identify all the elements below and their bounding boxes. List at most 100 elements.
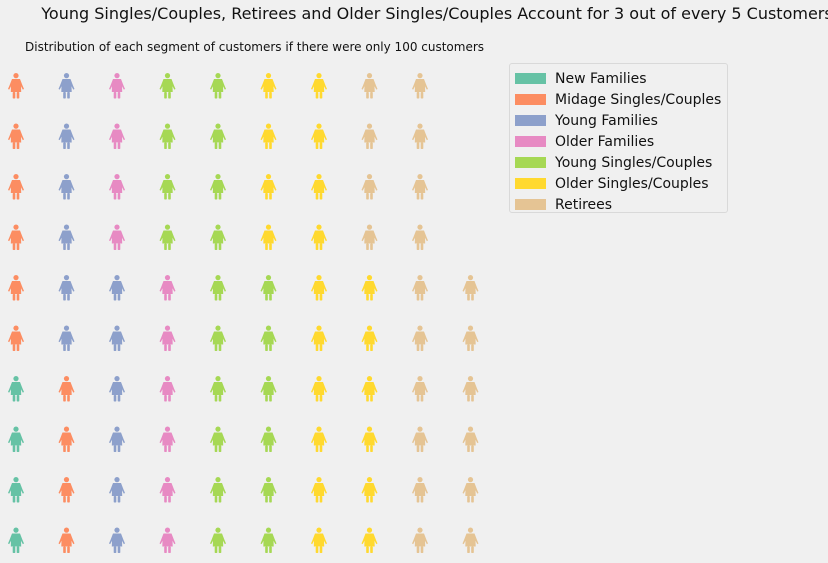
legend-item: New Families: [515, 68, 727, 89]
person-icon: [311, 376, 327, 402]
person-icon: [58, 224, 75, 250]
person-icon: [159, 73, 176, 99]
person-icon: [311, 325, 327, 351]
person-icon: [361, 376, 378, 402]
person-icon: [361, 275, 378, 301]
legend-label: Older Singles/Couples: [555, 175, 709, 192]
waffle-chart: [8, 73, 479, 553]
person-icon: [412, 275, 428, 301]
person-icon: [412, 376, 428, 402]
person-icon: [311, 426, 327, 452]
chart-subtitle: Distribution of each segment of customer…: [25, 40, 485, 54]
person-icon: [260, 174, 277, 200]
person-icon: [260, 376, 277, 402]
person-icon: [361, 73, 378, 99]
person-icon: [159, 224, 176, 250]
person-icon: [260, 224, 277, 250]
chart-title: Young Singles/Couples, Retirees and Olde…: [41, 4, 828, 23]
person-icon: [159, 426, 176, 452]
person-icon: [210, 275, 226, 301]
person-icon: [58, 527, 75, 553]
person-icon: [8, 123, 24, 149]
person-icon: [260, 275, 277, 301]
person-icon: [58, 376, 75, 402]
person-icon: [8, 477, 24, 503]
person-icon: [58, 174, 75, 200]
person-icon: [311, 73, 327, 99]
person-icon: [260, 426, 277, 452]
person-icon: [210, 174, 226, 200]
person-icon: [58, 325, 75, 351]
person-icon: [58, 123, 75, 149]
person-icon: [159, 376, 176, 402]
legend-item: Older Families: [515, 131, 727, 152]
person-icon: [210, 376, 226, 402]
person-icon: [8, 527, 24, 553]
person-icon: [8, 376, 24, 402]
person-icon: [311, 527, 327, 553]
legend-label: New Families: [555, 70, 647, 87]
person-icon: [109, 73, 125, 99]
legend-item: Young Singles/Couples: [515, 152, 727, 173]
legend-label: Midage Singles/Couples: [555, 91, 722, 108]
person-icon: [159, 527, 176, 553]
person-icon: [8, 224, 24, 250]
person-icon: [109, 527, 125, 553]
person-icon: [109, 224, 125, 250]
person-icon: [109, 325, 125, 351]
person-icon: [412, 174, 428, 200]
person-icon: [159, 123, 176, 149]
person-icon: [109, 376, 125, 402]
person-icon: [361, 527, 378, 553]
legend-item: Retirees: [515, 194, 727, 215]
person-icon: [109, 123, 125, 149]
person-icon: [462, 426, 479, 452]
legend-label: Young Families: [555, 112, 658, 129]
person-icon: [462, 275, 479, 301]
person-icon: [210, 73, 226, 99]
person-icon: [109, 275, 125, 301]
person-icon: [159, 275, 176, 301]
person-icon: [210, 325, 226, 351]
person-icon: [311, 224, 327, 250]
person-icon: [462, 527, 479, 553]
legend-swatch: [515, 73, 546, 84]
person-icon: [109, 426, 125, 452]
person-icon: [361, 174, 378, 200]
person-icon: [8, 73, 24, 99]
person-icon: [412, 325, 428, 351]
person-icon: [412, 73, 428, 99]
person-icon: [311, 477, 327, 503]
person-icon: [361, 123, 378, 149]
person-icon: [109, 477, 125, 503]
legend-label: Retirees: [555, 196, 613, 213]
person-icon: [260, 477, 277, 503]
person-icon: [210, 224, 226, 250]
person-icon: [210, 426, 226, 452]
person-icon: [159, 477, 176, 503]
person-icon: [210, 477, 226, 503]
legend-swatch: [515, 157, 546, 168]
person-icon: [311, 174, 327, 200]
person-icon: [462, 477, 479, 503]
person-icon: [412, 477, 428, 503]
person-icon: [412, 224, 428, 250]
person-icon: [8, 325, 24, 351]
legend-swatch: [515, 178, 546, 189]
person-icon: [260, 123, 277, 149]
person-icon: [260, 325, 277, 351]
person-icon: [210, 527, 226, 553]
legend-label: Young Singles/Couples: [555, 154, 713, 171]
person-icon: [462, 325, 479, 351]
legend-swatch: [515, 115, 546, 126]
legend-label: Older Families: [555, 133, 655, 150]
person-icon: [58, 426, 75, 452]
person-icon: [159, 174, 176, 200]
person-icon: [109, 174, 125, 200]
person-icon: [361, 325, 378, 351]
person-icon: [361, 224, 378, 250]
person-icon: [412, 527, 428, 553]
legend-swatch: [515, 94, 546, 105]
person-icon: [412, 123, 428, 149]
person-icon: [311, 275, 327, 301]
